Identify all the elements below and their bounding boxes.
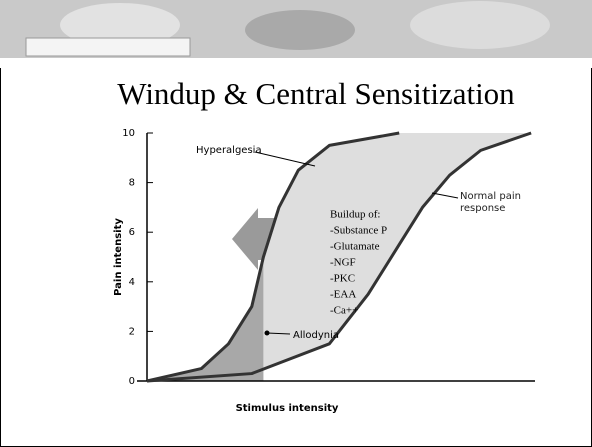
buildup-item: -EAA	[330, 289, 356, 301]
allodynia-label: Allodynia	[293, 330, 339, 341]
series-label: Normal pain response	[460, 191, 530, 215]
banner-box	[26, 38, 190, 56]
slide: Windup & Central Sensitization 0 2 4 6 8 10 St…	[0, 0, 592, 447]
y-axis-label: Pain intensity	[113, 218, 124, 296]
buildup-item: -Substance P	[330, 225, 387, 237]
banner-gap	[0, 58, 592, 68]
series-label: Hyperalgesia	[196, 145, 262, 156]
y-tick-label: 0	[129, 376, 135, 387]
slide-title: Windup & Central Sensitization	[117, 76, 515, 111]
banner-leaf	[410, 1, 550, 49]
banner-leaf	[245, 10, 355, 50]
buildup-item: -Ca++	[330, 305, 358, 317]
buildup-heading: Buildup of:	[330, 209, 380, 221]
buildup-item: -PKC	[330, 273, 355, 285]
y-tick-label: 4	[129, 277, 135, 288]
buildup-item: -NGF	[330, 257, 356, 269]
y-tick-label: 2	[129, 326, 135, 337]
y-tick-label: 6	[129, 227, 135, 238]
y-tick-label: 8	[129, 178, 135, 189]
x-axis-label: Stimulus intensity	[236, 403, 339, 414]
y-tick-label: 10	[122, 128, 135, 139]
chart: Windup & Central Sensitization 0 2 4 6 8 10 St…	[0, 0, 592, 447]
buildup-item: -Glutamate	[330, 241, 380, 253]
